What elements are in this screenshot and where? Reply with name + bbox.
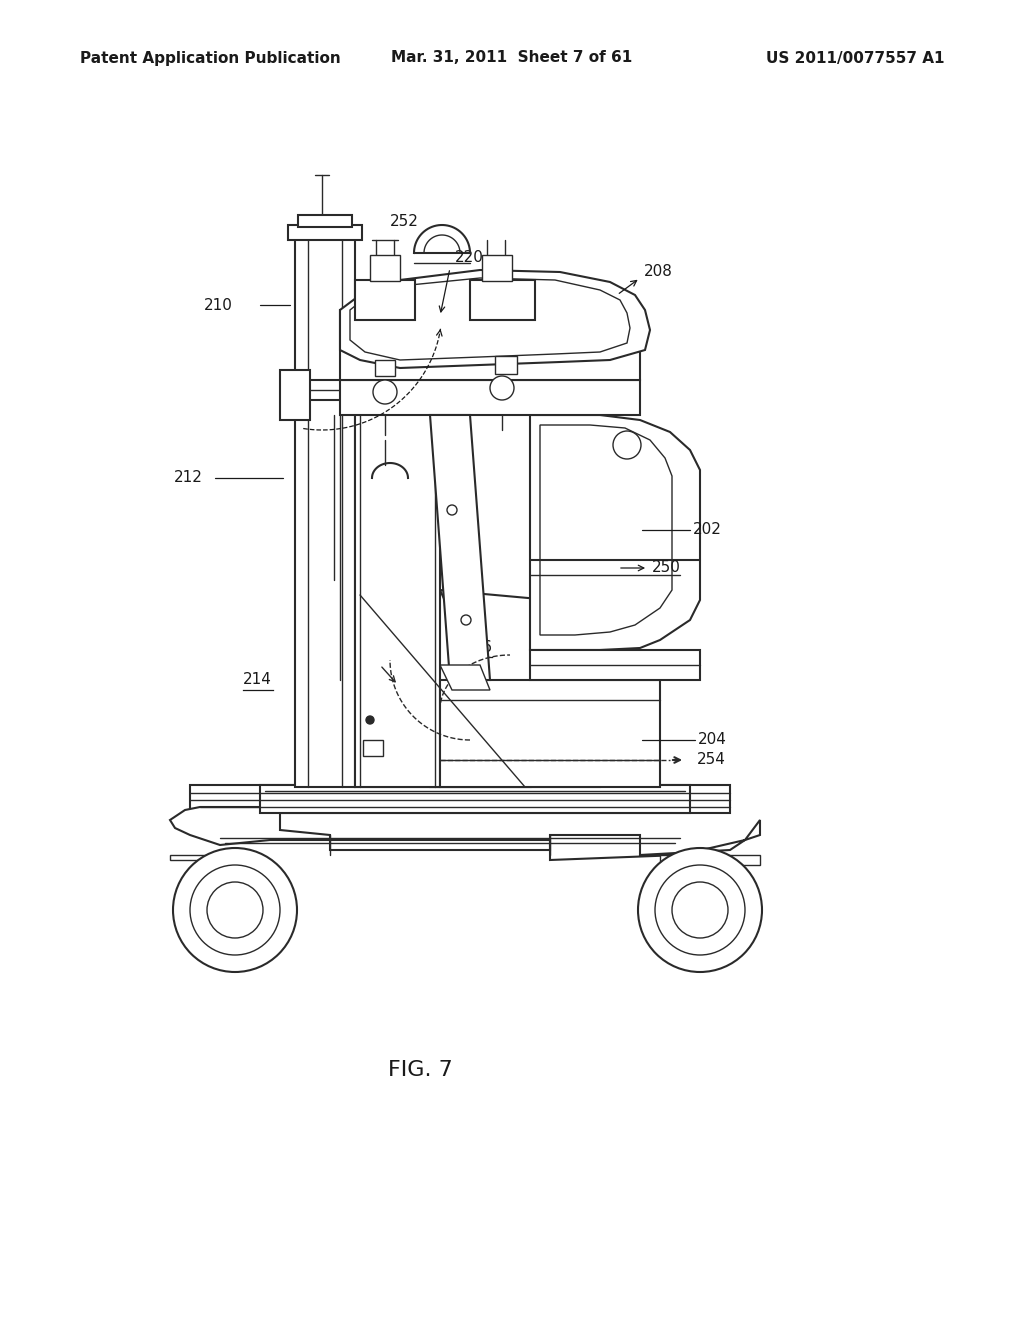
Polygon shape	[355, 590, 530, 787]
Polygon shape	[350, 279, 630, 360]
Bar	[375, 360, 395, 376]
Text: 252: 252	[390, 214, 419, 230]
Polygon shape	[660, 855, 760, 865]
Text: Patent Application Publication: Patent Application Publication	[80, 50, 341, 66]
Circle shape	[373, 380, 397, 404]
Circle shape	[366, 715, 374, 723]
Polygon shape	[298, 215, 352, 227]
Circle shape	[490, 376, 514, 400]
Text: 208: 208	[644, 264, 673, 280]
Circle shape	[207, 882, 263, 939]
Text: US 2011/0077557 A1: US 2011/0077557 A1	[766, 50, 944, 66]
Polygon shape	[340, 271, 650, 368]
Polygon shape	[530, 649, 700, 680]
Circle shape	[190, 865, 280, 954]
Polygon shape	[530, 414, 700, 649]
Text: 214: 214	[243, 672, 272, 688]
Polygon shape	[355, 590, 600, 787]
Polygon shape	[260, 785, 690, 813]
Bar	[495, 356, 517, 374]
Circle shape	[672, 882, 728, 939]
Polygon shape	[288, 380, 500, 400]
Text: 204: 204	[698, 733, 727, 747]
Bar	[362, 741, 383, 756]
Polygon shape	[440, 680, 660, 787]
Polygon shape	[280, 370, 310, 420]
Polygon shape	[470, 280, 535, 319]
Text: 250: 250	[652, 561, 681, 576]
Circle shape	[613, 432, 641, 459]
Text: 216: 216	[464, 640, 493, 656]
Polygon shape	[540, 425, 672, 635]
Bar	[370, 255, 400, 281]
Circle shape	[447, 506, 457, 515]
Text: 212: 212	[173, 470, 203, 486]
Polygon shape	[430, 414, 490, 680]
Polygon shape	[355, 400, 440, 787]
Polygon shape	[288, 224, 362, 240]
Polygon shape	[440, 665, 490, 690]
Polygon shape	[340, 310, 640, 380]
Text: FIG. 7: FIG. 7	[388, 1060, 453, 1080]
Text: 220: 220	[455, 251, 484, 265]
Polygon shape	[170, 807, 760, 861]
Polygon shape	[340, 380, 640, 414]
Text: 202: 202	[693, 523, 722, 537]
Bar	[482, 255, 512, 281]
Text: 254: 254	[697, 752, 726, 767]
Polygon shape	[295, 235, 355, 787]
Polygon shape	[355, 280, 415, 319]
Circle shape	[655, 865, 745, 954]
Text: 210: 210	[204, 297, 232, 313]
Circle shape	[173, 847, 297, 972]
Bar	[190, 785, 730, 813]
Circle shape	[638, 847, 762, 972]
Circle shape	[461, 615, 471, 624]
Text: Mar. 31, 2011  Sheet 7 of 61: Mar. 31, 2011 Sheet 7 of 61	[391, 50, 633, 66]
Polygon shape	[170, 855, 260, 870]
